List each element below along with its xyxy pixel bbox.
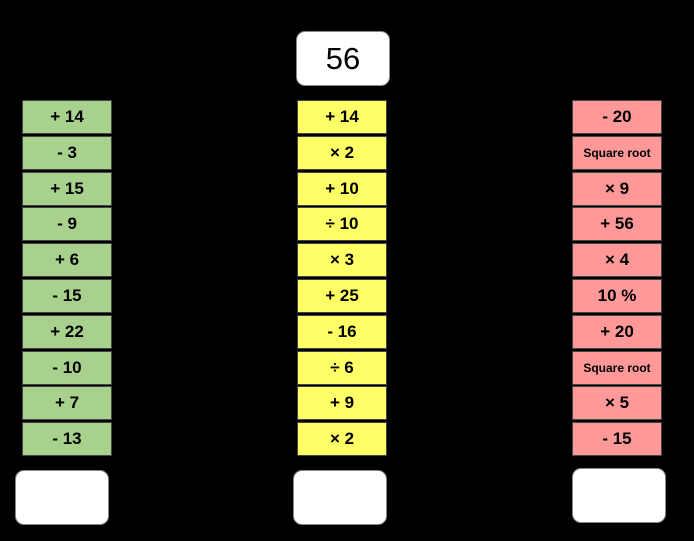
green-step-7: + 22 <box>22 314 112 349</box>
yellow-step-4: ÷ 10 <box>297 207 387 242</box>
green-answer-box[interactable] <box>15 470 109 525</box>
yellow-step-3: + 10 <box>297 171 387 206</box>
red-step-4: + 56 <box>572 207 662 242</box>
red-answer-box[interactable] <box>572 468 666 523</box>
yellow-step-10: × 2 <box>297 422 387 457</box>
red-column: - 20 Square root × 9 + 56 × 4 10 % + 20 … <box>572 100 662 458</box>
green-step-1: + 14 <box>22 100 112 134</box>
yellow-step-5: × 3 <box>297 243 387 278</box>
yellow-step-7: - 16 <box>297 314 387 349</box>
red-step-1: - 20 <box>572 100 662 134</box>
yellow-step-1: + 14 <box>297 100 387 134</box>
green-step-3: + 15 <box>22 171 112 206</box>
yellow-step-6: + 25 <box>297 278 387 313</box>
red-step-7: + 20 <box>572 314 662 349</box>
yellow-step-9: + 9 <box>297 386 387 421</box>
red-step-8: Square root <box>572 350 662 385</box>
green-step-8: - 10 <box>22 350 112 385</box>
green-step-10: - 13 <box>22 422 112 457</box>
green-step-6: - 15 <box>22 278 112 313</box>
green-step-2: - 3 <box>22 135 112 170</box>
red-step-9: × 5 <box>572 386 662 421</box>
red-step-5: × 4 <box>572 243 662 278</box>
green-step-5: + 6 <box>22 243 112 278</box>
red-step-2: Square root <box>572 135 662 170</box>
red-step-10: - 15 <box>572 422 662 457</box>
red-step-6: 10 % <box>572 278 662 313</box>
green-step-9: + 7 <box>22 386 112 421</box>
yellow-step-8: ÷ 6 <box>297 350 387 385</box>
green-step-4: - 9 <box>22 207 112 242</box>
yellow-column: + 14 × 2 + 10 ÷ 10 × 3 + 25 - 16 ÷ 6 + 9… <box>297 100 387 458</box>
red-step-3: × 9 <box>572 171 662 206</box>
green-column: + 14 - 3 + 15 - 9 + 6 - 15 + 22 - 10 + 7… <box>22 100 112 458</box>
start-number-box: 56 <box>296 31 390 86</box>
yellow-answer-box[interactable] <box>293 470 387 525</box>
yellow-step-2: × 2 <box>297 135 387 170</box>
